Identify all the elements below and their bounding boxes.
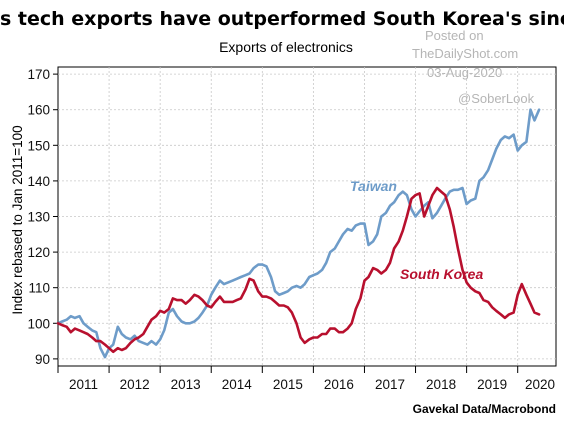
watermark-handle: @SoberLook (458, 91, 535, 106)
x-tick-label: 2016 (324, 377, 354, 392)
y-tick-label: 110 (28, 281, 50, 296)
y-tick-label: 160 (27, 103, 50, 118)
watermark-posted-on: Posted on (425, 28, 484, 43)
x-tick-label: 2018 (426, 377, 456, 392)
gridlines (58, 67, 556, 366)
series-line-south-korea (56, 186, 541, 354)
chart-title: Taiwan's tech exports have outperformed … (0, 8, 564, 30)
watermark-date: 03-Aug-2020 (427, 65, 502, 80)
y-axis: 90 100 110 120 130 140 150 160 170 (27, 67, 58, 367)
y-tick-label: 140 (27, 174, 50, 189)
x-tick-label: 2011 (69, 377, 98, 392)
x-tick-label: 2012 (120, 377, 150, 392)
y-tick-label: 150 (27, 138, 50, 153)
y-axis-label: Index rebased to Jan 2011=100 (10, 125, 25, 314)
y-tick-label: 170 (27, 67, 50, 82)
watermark: Posted on TheDailyShot.com 03-Aug-2020 @… (412, 28, 535, 106)
source-note: Gavekal Data/Macrobond (413, 402, 556, 416)
x-axis: 2011 2012 2013 2014 2015 2016 2017 2018 2019 2020 (57, 366, 555, 392)
x-tick-label: 2017 (375, 377, 405, 392)
series-line-taiwan (56, 108, 541, 359)
x-tick-label: 2015 (273, 377, 303, 392)
y-tick-label: 90 (35, 352, 50, 367)
x-tick-label: 2019 (477, 377, 507, 392)
series-lines (56, 108, 541, 359)
watermark-site: TheDailyShot.com (412, 46, 518, 61)
y-tick-label: 120 (27, 245, 50, 260)
chart-subtitle: Exports of electronics (219, 39, 353, 55)
x-tick-label: 2014 (222, 377, 253, 392)
y-tick-label: 100 (27, 316, 50, 331)
x-tick-label: 2020 (525, 377, 555, 392)
series-label-taiwan: Taiwan (350, 178, 397, 194)
y-tick-label: 130 (27, 210, 50, 225)
x-tick-label: 2013 (171, 377, 201, 392)
series-label-south-korea: South Korea (400, 266, 483, 282)
